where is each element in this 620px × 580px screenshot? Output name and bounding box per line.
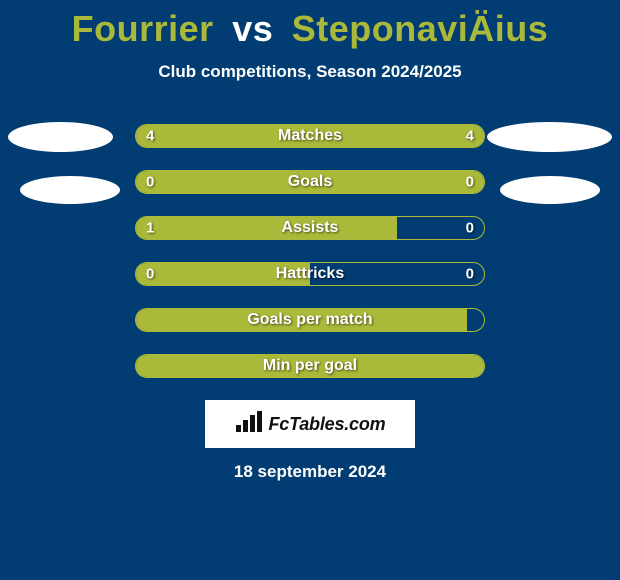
bar-fill-left	[136, 125, 310, 147]
stat-left-value: 0	[146, 266, 154, 283]
site-logo-badge: FcTables.com	[205, 400, 415, 448]
date-text: 18 september 2024	[0, 462, 620, 482]
stat-left-value: 4	[146, 128, 154, 145]
page-title: Fourrier vs SteponaviÄius	[0, 0, 620, 50]
stat-left-value: 0	[146, 174, 154, 191]
bar-fill-left	[136, 263, 310, 285]
stat-right-value: 4	[466, 128, 474, 145]
decorative-oval	[487, 122, 612, 152]
stat-right-value: 0	[466, 174, 474, 191]
bar-fill-right	[310, 171, 484, 193]
decorative-oval	[500, 176, 600, 204]
stat-right-value: 0	[466, 266, 474, 283]
bar-fill-left	[136, 171, 310, 193]
decorative-oval	[20, 176, 120, 204]
stat-row: 00Hattricks	[135, 262, 485, 286]
stat-row: 00Goals	[135, 170, 485, 194]
comparison-chart: 44Matches00Goals10Assists00HattricksGoal…	[135, 124, 485, 378]
stat-left-value: 1	[146, 220, 154, 237]
logo-text: FcTables.com	[269, 414, 386, 435]
subtitle: Club competitions, Season 2024/2025	[0, 62, 620, 82]
stat-row: 10Assists	[135, 216, 485, 240]
vs-text: vs	[232, 8, 273, 49]
stat-row: Min per goal	[135, 354, 485, 378]
bar-fill-left	[136, 355, 484, 377]
bar-fill-left	[136, 309, 467, 331]
player1-name: Fourrier	[72, 8, 214, 49]
player2-name: SteponaviÄius	[292, 8, 549, 49]
decorative-oval	[8, 122, 113, 152]
bar-fill-left	[136, 217, 397, 239]
bars-icon	[235, 411, 263, 438]
bar-fill-right	[310, 125, 484, 147]
stat-row: Goals per match	[135, 308, 485, 332]
stat-row: 44Matches	[135, 124, 485, 148]
stat-right-value: 0	[466, 220, 474, 237]
